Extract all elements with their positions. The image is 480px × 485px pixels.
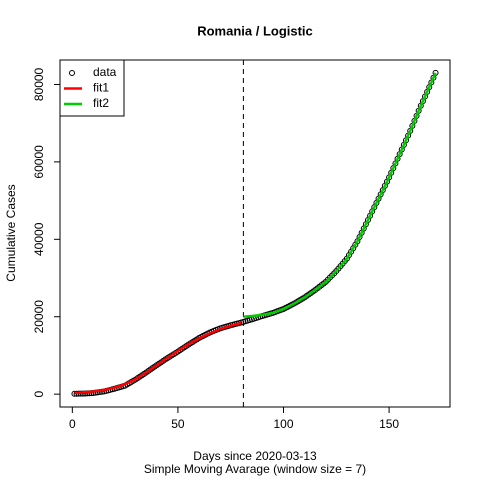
subtitle: Simple Moving Avarage (window size = 7) xyxy=(144,462,366,476)
x-tick-label: 50 xyxy=(171,417,185,431)
x-tick-label: 150 xyxy=(379,417,399,431)
fit-line xyxy=(243,72,437,318)
legend-label: fit1 xyxy=(93,81,109,95)
y-tick-label: 60000 xyxy=(32,145,46,179)
y-tick-label: 40000 xyxy=(32,222,46,256)
y-axis-label: Cumulative Cases xyxy=(4,184,18,281)
legend-label: data xyxy=(93,65,117,79)
x-tick-label: 0 xyxy=(69,417,76,431)
x-tick-label: 100 xyxy=(273,417,293,431)
y-tick-label: 0 xyxy=(32,390,46,397)
plot-frame xyxy=(59,59,451,408)
y-tick-label: 80000 xyxy=(32,67,46,101)
y-tick-label: 20000 xyxy=(32,300,46,334)
chart-title: Romania / Logistic xyxy=(197,23,313,38)
legend-symbol xyxy=(69,70,75,76)
legend-label: fit2 xyxy=(93,96,109,110)
fit-line xyxy=(74,321,242,395)
x-axis-label: Days since 2020-03-13 xyxy=(193,449,317,463)
